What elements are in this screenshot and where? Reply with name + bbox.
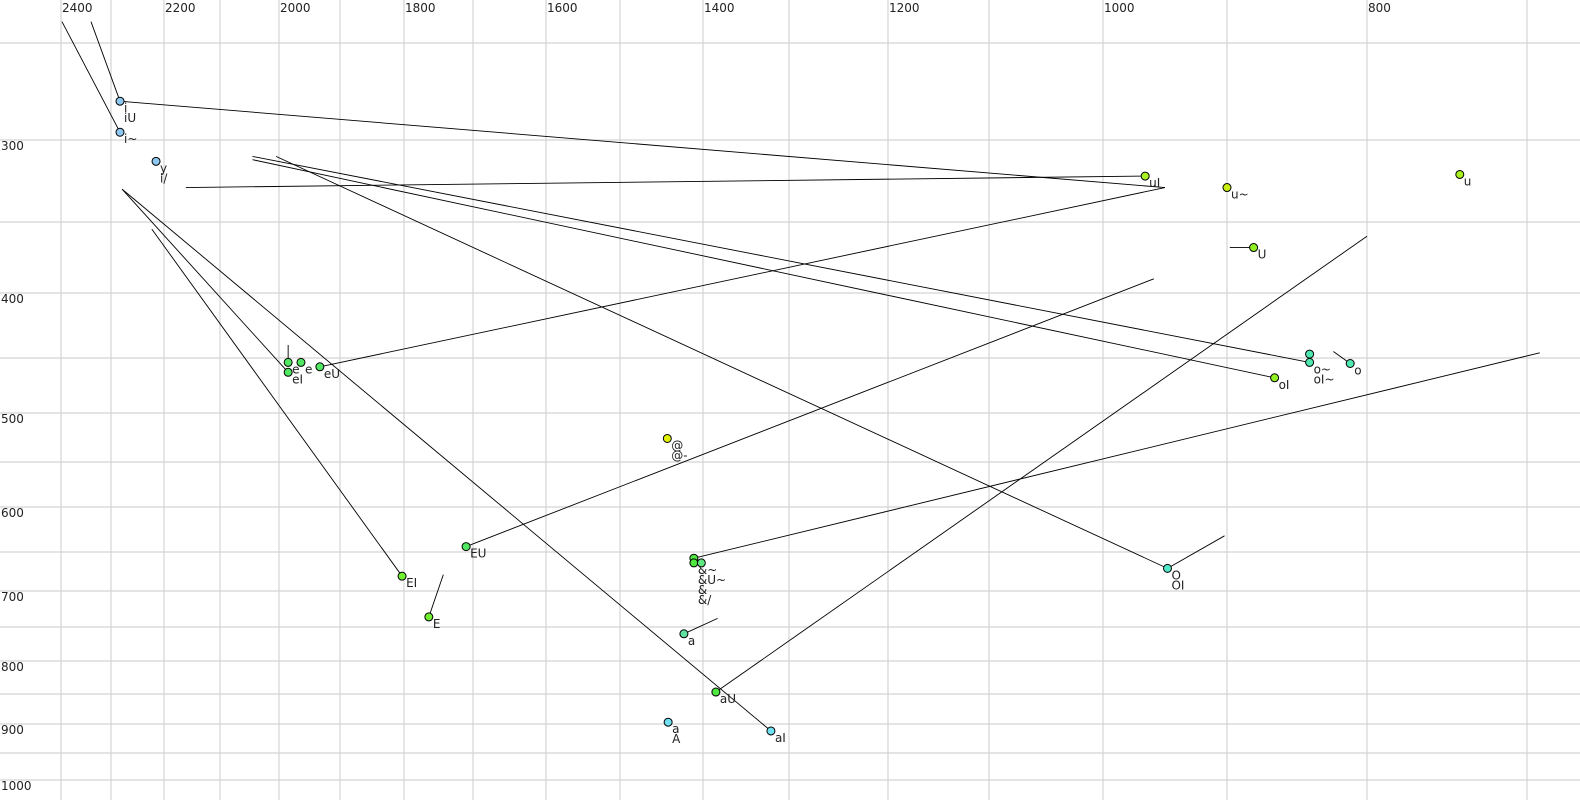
vowel-label: A xyxy=(672,732,681,746)
x-tick-label: 1400 xyxy=(704,1,735,15)
x-tick-label: 1000 xyxy=(1104,1,1135,15)
vowel-point xyxy=(711,687,721,697)
vowel-label: iU xyxy=(124,111,136,125)
vowel-label: &/ xyxy=(698,593,712,607)
formant-trajectory xyxy=(319,187,1166,368)
vowel-point xyxy=(1222,183,1232,193)
y-tick-label: 600 xyxy=(1,506,24,520)
vowel-point xyxy=(461,542,471,552)
vowel-label: & xyxy=(698,583,707,597)
vowel-point xyxy=(696,558,706,568)
vowel-label: o xyxy=(1354,364,1361,378)
formant-trajectory xyxy=(693,352,1540,559)
vowel-label: i xyxy=(124,101,127,115)
vowel-point xyxy=(1345,359,1355,368)
formant-trajectory xyxy=(683,617,718,635)
vowel-label: E xyxy=(433,617,441,631)
formant-trajectory xyxy=(1167,535,1225,569)
vowel-label: u xyxy=(1464,174,1472,188)
y-tick-label: 500 xyxy=(1,412,24,426)
formant-trajectory xyxy=(428,574,444,618)
vowel-point xyxy=(283,357,293,367)
vowel-point xyxy=(689,558,699,568)
y-tick-label: 700 xyxy=(1,590,24,604)
vowel-point xyxy=(766,726,776,736)
vowel-point xyxy=(151,156,161,166)
x-tick-label: 2400 xyxy=(62,1,93,15)
x-tick-label: 2000 xyxy=(280,1,311,15)
vowel-point xyxy=(296,357,306,367)
vowel-label: @- xyxy=(671,448,687,462)
formant-trajectory xyxy=(465,278,1155,548)
vowel-point xyxy=(1249,243,1259,253)
vowel-label: @ xyxy=(671,438,683,452)
vowel-point xyxy=(662,433,672,443)
vowel-point xyxy=(1305,349,1315,359)
y-tick-label: 900 xyxy=(1,723,24,737)
vowel-point xyxy=(315,362,325,372)
formant-trajectory xyxy=(121,188,772,732)
vowel-point xyxy=(424,612,434,622)
formant-trajectory xyxy=(90,21,121,102)
y-tick-label: 1000 xyxy=(1,779,32,793)
formant-trajectory xyxy=(151,228,403,577)
vowel-label: EU xyxy=(470,547,486,561)
x-tick-label: 1800 xyxy=(405,1,436,15)
vowel-point xyxy=(283,367,293,377)
vowel-label: O xyxy=(1171,568,1180,582)
formant-trajectory xyxy=(121,188,289,373)
vowel-point xyxy=(397,571,407,581)
vowel-point xyxy=(1455,169,1465,179)
vowel-label: uI xyxy=(1149,176,1160,190)
vowel-point xyxy=(663,717,673,727)
vowel-label: i~ xyxy=(124,132,137,146)
vowel-point xyxy=(1140,171,1150,181)
formant-trajectory xyxy=(185,175,1146,189)
vowel-label: i/ xyxy=(160,171,168,185)
trajectories xyxy=(61,21,1540,732)
vowel-label: a xyxy=(688,634,695,648)
vowel-label: o~ xyxy=(1314,362,1331,376)
formant-trajectory xyxy=(252,159,1275,379)
vowel-label: aI xyxy=(775,731,786,745)
formant-trajectory xyxy=(715,235,1368,693)
vowel-point xyxy=(1305,357,1315,367)
vowel-label: a xyxy=(672,722,679,736)
x-tick-label: 2200 xyxy=(165,1,196,15)
vowel-point xyxy=(1162,563,1172,573)
vowel-point xyxy=(115,96,125,106)
tick-labels: 2400 2200 2000 1800 1600 1400 1200 1000 800 300 40… xyxy=(1,1,1391,793)
formant-trajectory xyxy=(252,155,1310,363)
formant-trajectory xyxy=(275,155,1168,569)
x-tick-label: 1600 xyxy=(547,1,578,15)
vowel-label: oI~ xyxy=(1314,372,1335,386)
vowel-label: e xyxy=(292,362,299,376)
x-tick-label: 1200 xyxy=(889,1,920,15)
vowel-label: u~ xyxy=(1231,188,1249,202)
vowel-label: OI xyxy=(1171,578,1184,592)
vowel-label: eI xyxy=(292,372,303,386)
vowel-label: e xyxy=(305,362,312,376)
vowel-label: U xyxy=(1258,248,1267,262)
vowel-label: y xyxy=(160,161,167,175)
y-tick-label: 400 xyxy=(1,292,24,306)
vowel-point xyxy=(679,629,689,639)
vowel-label: aU xyxy=(720,692,736,706)
y-tick-label: 800 xyxy=(1,660,24,674)
vowel-label: &U~ xyxy=(698,573,726,587)
formant-trajectory xyxy=(119,100,1166,189)
vowel-point xyxy=(1270,373,1280,383)
vowel-label: EI xyxy=(406,576,417,590)
y-tick-label: 300 xyxy=(1,139,24,153)
formant-trajectory xyxy=(61,21,121,133)
vowel-point xyxy=(115,127,125,137)
vowel-label: oI xyxy=(1279,378,1290,392)
x-tick-label: 800 xyxy=(1368,1,1391,15)
vowel-label: eU xyxy=(324,367,340,381)
